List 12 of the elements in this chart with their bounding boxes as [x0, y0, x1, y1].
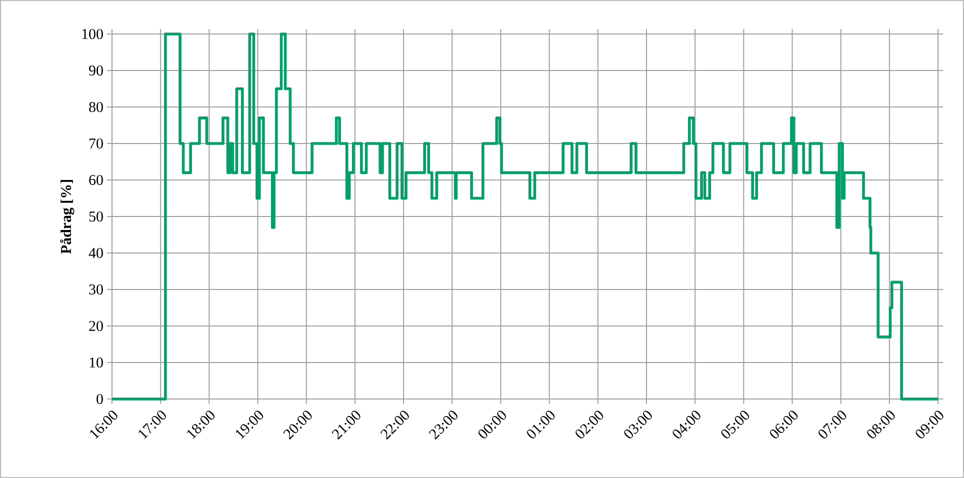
y-tick-label: 40 [88, 248, 103, 258]
y-tick-label: 50 [89, 211, 103, 222]
y-tick-label: 20 [89, 320, 103, 332]
y-axis-title: Pådrag [%] [60, 180, 74, 254]
y-tick-label: 100 [82, 28, 103, 40]
y-tick-label: 10 [90, 357, 103, 368]
y-tick-label: 70 [90, 138, 103, 149]
y-tick-label: 0 [96, 394, 103, 404]
y-tick-label: 80 [89, 102, 103, 112]
y-tick-label: 90 [89, 65, 103, 76]
y-tick-label: 30 [89, 284, 103, 295]
y-tick-label: 60 [89, 174, 103, 186]
